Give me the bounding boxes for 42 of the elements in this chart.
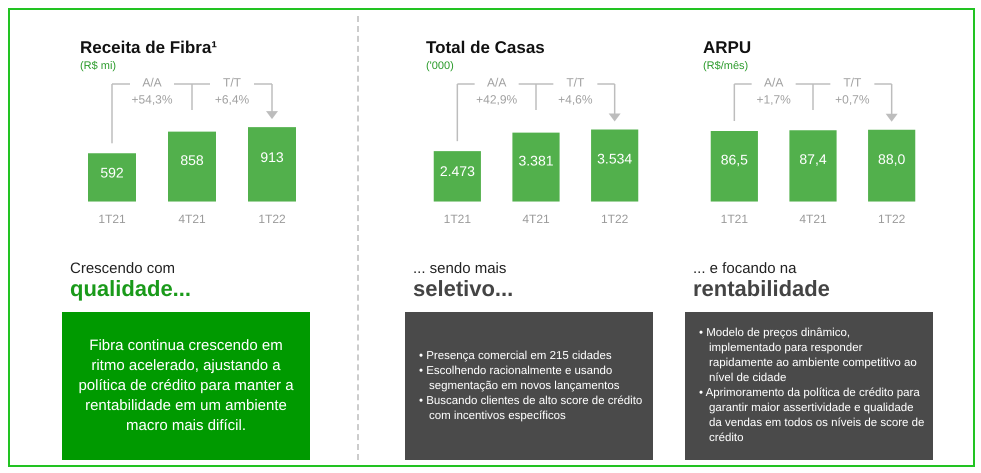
x-tick-label: 1T22 bbox=[878, 212, 906, 226]
text: A/A +42,9% bbox=[476, 75, 518, 106]
text: rentabilidade bbox=[693, 276, 830, 301]
text: A/A +1,7% bbox=[756, 75, 792, 106]
text: Fibra continua crescendo em ritmo acelerado, ajustando a política de crédito para manter a rentabilidade em um ambiente macro mais difícil. bbox=[77, 336, 295, 436]
data-label: 913 bbox=[260, 149, 284, 166]
text: • Buscando clientes de alto score de crédito com incentivos específicos bbox=[418, 394, 644, 424]
text: • Aprimoramento da política de crédito para garantir maior assertividade e qualidade da vendas em todos os níveis de score de crédito bbox=[698, 386, 925, 446]
data-label: 86,5 bbox=[720, 152, 748, 168]
data-label: 2.473 bbox=[440, 163, 476, 180]
x-tick-label: 1T22 bbox=[258, 212, 286, 226]
data-label: 3.534 bbox=[597, 150, 632, 167]
data-label: 592 bbox=[100, 164, 124, 180]
chart-subtitle: (R$ mi) bbox=[80, 60, 116, 72]
data-label: 88,0 bbox=[878, 150, 906, 167]
x-tick-label: 4T21 bbox=[178, 212, 206, 226]
chart-title: ARPU bbox=[703, 38, 752, 58]
text: A/A +54,3% bbox=[131, 75, 173, 106]
chart-title: Total de Casas bbox=[426, 38, 545, 58]
data-label: 858 bbox=[180, 152, 204, 168]
chart-title: Receita de Fibra¹ bbox=[80, 38, 217, 58]
text: T/T +0,7% bbox=[835, 75, 870, 106]
data-label: 3.381 bbox=[518, 152, 554, 168]
text: seletivo... bbox=[413, 276, 514, 301]
x-tick-label: 4T21 bbox=[522, 212, 550, 226]
x-tick-label: 1T21 bbox=[98, 212, 126, 226]
text: • Escolhendo racionalmente e usando segmentação em novos lançamentos bbox=[418, 364, 620, 394]
text: Crescendo com bbox=[70, 260, 176, 277]
text: T/T +6,4% bbox=[214, 75, 250, 106]
x-tick-label: 1T22 bbox=[600, 212, 629, 226]
text: • Presença comercial em 215 cidades bbox=[418, 348, 613, 364]
text: ... sendo mais bbox=[413, 260, 508, 277]
x-tick-label: 4T21 bbox=[799, 212, 827, 226]
text: ... e focando na bbox=[693, 260, 798, 277]
chart-subtitle: ('000) bbox=[426, 60, 454, 72]
text: T/T +4,6% bbox=[558, 75, 593, 106]
x-tick-label: 1T21 bbox=[720, 212, 748, 226]
x-tick-label: 1T21 bbox=[444, 212, 472, 226]
data-label: 87,4 bbox=[799, 151, 827, 168]
text: • Modelo de preços dinâmico, implementado para responder rapidamente ao ambiente competitivo ao nível de cidade bbox=[698, 326, 918, 386]
chart-subtitle: (R$/mês) bbox=[703, 60, 748, 72]
text: qualidade... bbox=[70, 276, 192, 301]
